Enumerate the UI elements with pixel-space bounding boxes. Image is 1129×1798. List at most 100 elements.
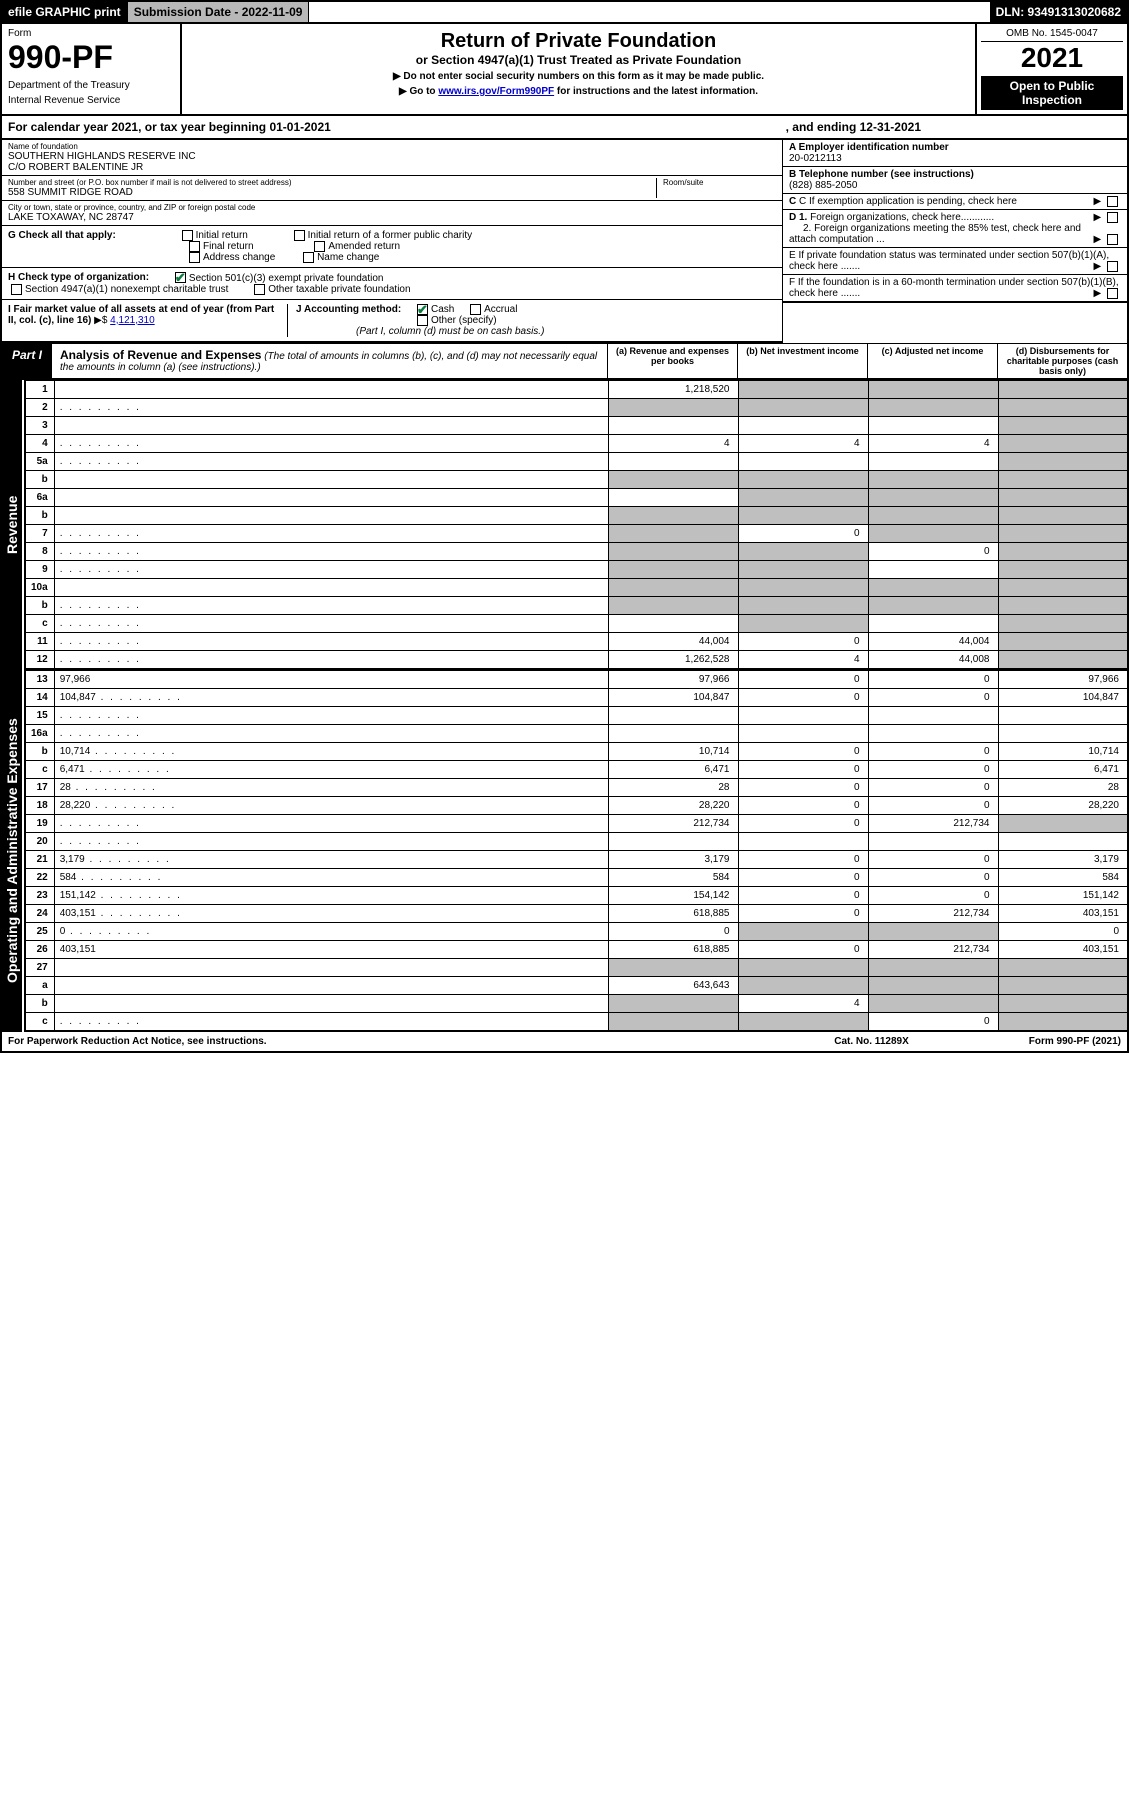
table-row: 3 <box>25 416 1128 434</box>
city-state-zip: LAKE TOXAWAY, NC 28747 <box>8 212 776 223</box>
g-label: G Check all that apply: <box>8 230 116 241</box>
street-address: 558 SUMMIT RIDGE ROAD <box>8 187 656 198</box>
form-title: Return of Private Foundation <box>188 30 969 53</box>
submission-date: Submission Date - 2022-11-09 <box>128 2 310 22</box>
fmv-value[interactable]: 4,121,310 <box>110 315 155 326</box>
opt-initial-pc: Initial return of a former public charit… <box>308 230 473 241</box>
j-note: (Part I, column (d) must be on cash basi… <box>356 326 544 337</box>
table-row: 16a <box>25 724 1128 742</box>
opt-accrual: Accrual <box>484 304 517 315</box>
tel-label: B Telephone number (see instructions) <box>789 169 974 180</box>
addr-label: Number and street (or P.O. box number if… <box>8 178 656 187</box>
tax-year: 2021 <box>981 42 1123 74</box>
table-row: 6a <box>25 488 1128 506</box>
chk-name[interactable] <box>303 252 314 263</box>
table-row: 14104,847104,84700104,847 <box>25 688 1128 706</box>
room-label: Room/suite <box>663 178 776 187</box>
opt-other-acct: Other (specify) <box>431 315 497 326</box>
goto-pre: ▶ Go to <box>399 86 438 97</box>
chk-e[interactable] <box>1107 261 1118 272</box>
table-row: 26403,151618,8850212,734403,151 <box>25 940 1128 958</box>
table-row: 9 <box>25 560 1128 578</box>
opt-cash: Cash <box>431 304 454 315</box>
expenses-table: 1397,96697,9660097,96614104,847104,84700… <box>24 670 1129 1032</box>
col-b-hdr: (b) Net investment income <box>737 344 867 378</box>
c-text: C If exemption application is pending, c… <box>799 196 1017 207</box>
table-row: 24403,151618,8850212,734403,151 <box>25 904 1128 922</box>
table-row: 213,1793,179003,179 <box>25 850 1128 868</box>
opt-initial: Initial return <box>196 230 248 241</box>
chk-501c3[interactable] <box>175 272 186 283</box>
table-row: 2258458400584 <box>25 868 1128 886</box>
table-row: 19212,7340212,734 <box>25 814 1128 832</box>
f-text: F If the foundation is in a 60-month ter… <box>789 277 1119 299</box>
chk-c[interactable] <box>1107 196 1118 207</box>
table-row: b4 <box>25 994 1128 1012</box>
table-row: b <box>25 596 1128 614</box>
opt-final: Final return <box>203 241 254 252</box>
calyear-begin: For calendar year 2021, or tax year begi… <box>8 120 331 134</box>
table-row: c0 <box>25 1012 1128 1031</box>
form-ref: Form 990-PF (2021) <box>1029 1036 1121 1047</box>
part1-label: Part I <box>2 344 52 378</box>
table-row: 121,262,528444,008 <box>25 650 1128 669</box>
opt-amended: Amended return <box>328 241 400 252</box>
h-label: H Check type of organization: <box>8 273 149 284</box>
topbar: efile GRAPHIC print Submission Date - 20… <box>0 0 1129 24</box>
expenses-section: Operating and Administrative Expenses 13… <box>0 670 1129 1032</box>
table-row: c <box>25 614 1128 632</box>
footer: For Paperwork Reduction Act Notice, see … <box>0 1032 1129 1053</box>
ein-label: A Employer identification number <box>789 142 949 153</box>
tel-value: (828) 885-2050 <box>789 180 857 191</box>
d1-text: Foreign organizations, check here.......… <box>810 212 994 223</box>
side-revenue: Revenue <box>2 380 22 670</box>
col-d-hdr: (d) Disbursements for charitable purpose… <box>997 344 1127 378</box>
chk-other-tax[interactable] <box>254 284 265 295</box>
revenue-table: 11,218,5202344445ab6ab7080910abc1144,004… <box>24 380 1129 670</box>
efile-label[interactable]: efile GRAPHIC print <box>2 2 128 22</box>
name-label: Name of foundation <box>8 142 776 151</box>
goto-link[interactable]: www.irs.gov/Form990PF <box>438 86 554 97</box>
opt-other-tax: Other taxable private foundation <box>268 284 410 295</box>
chk-f[interactable] <box>1107 288 1118 299</box>
j-label: J Accounting method: <box>296 304 401 315</box>
table-row: 15 <box>25 706 1128 724</box>
paperwork-notice: For Paperwork Reduction Act Notice, see … <box>8 1036 267 1047</box>
chk-initial-pc[interactable] <box>294 230 305 241</box>
chk-final[interactable] <box>189 241 200 252</box>
chk-4947[interactable] <box>11 284 22 295</box>
opt-4947: Section 4947(a)(1) nonexempt charitable … <box>25 284 228 295</box>
opt-name: Name change <box>317 252 379 263</box>
dept: Department of the Treasury <box>8 80 174 91</box>
form-word: Form <box>8 28 174 39</box>
table-row: 10a <box>25 578 1128 596</box>
table-row: 1397,96697,9660097,966 <box>25 670 1128 688</box>
chk-initial[interactable] <box>182 230 193 241</box>
table-row: 1728280028 <box>25 778 1128 796</box>
form-subtitle: or Section 4947(a)(1) Trust Treated as P… <box>188 53 969 67</box>
dln: DLN: 93491313020682 <box>990 2 1127 22</box>
form-number: 990-PF <box>8 39 174 76</box>
ein-value: 20-0212113 <box>789 153 842 164</box>
section-g: G Check all that apply: Initial return I… <box>2 226 782 268</box>
chk-accrual[interactable] <box>470 304 481 315</box>
table-row: b10,71410,7140010,714 <box>25 742 1128 760</box>
table-row: 80 <box>25 542 1128 560</box>
table-row: 4444 <box>25 434 1128 452</box>
chk-d1[interactable] <box>1107 212 1118 223</box>
chk-d2[interactable] <box>1107 234 1118 245</box>
revenue-section: Revenue 11,218,5202344445ab6ab7080910abc… <box>0 380 1129 670</box>
section-h: H Check type of organization: Section 50… <box>2 268 782 299</box>
chk-amended[interactable] <box>314 241 325 252</box>
d2-text: 2. Foreign organizations meeting the 85%… <box>789 223 1081 245</box>
table-row: b <box>25 506 1128 524</box>
table-row: 23151,142154,14200151,142 <box>25 886 1128 904</box>
cat-no: Cat. No. 11289X <box>834 1036 908 1047</box>
note-ssn: ▶ Do not enter social security numbers o… <box>188 71 969 82</box>
part1-header: Part I Analysis of Revenue and Expenses … <box>0 343 1129 380</box>
entity-info: Name of foundation SOUTHERN HIGHLANDS RE… <box>0 140 1129 343</box>
chk-cash[interactable] <box>417 304 428 315</box>
table-row: 27 <box>25 958 1128 976</box>
chk-addr[interactable] <box>189 252 200 263</box>
table-row: b <box>25 470 1128 488</box>
